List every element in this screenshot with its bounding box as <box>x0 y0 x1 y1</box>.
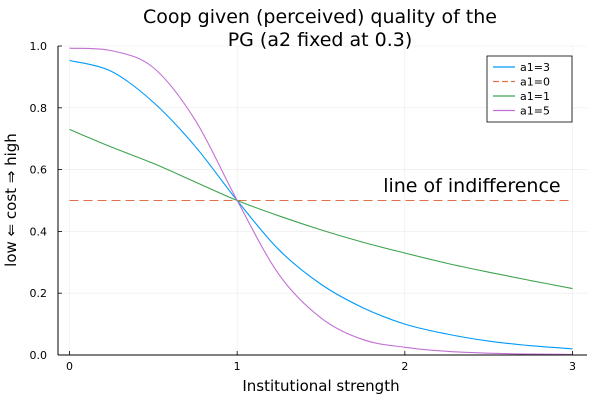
x-tick-label-1: 1 <box>234 360 241 373</box>
series-line-a1-1 <box>69 128 573 290</box>
y-tick-label-3: 0.6 <box>30 164 48 177</box>
series-line-a1-3 <box>69 59 573 350</box>
axes <box>57 45 587 356</box>
x-tick-label-2: 2 <box>401 360 408 373</box>
y-axis-label: low ⇐ cost ⇒ high <box>2 133 20 267</box>
indifference-annotation: line of indifference <box>383 175 560 197</box>
legend: a1=3 a1=0a1=1 a1=5 <box>486 55 573 123</box>
x-axis-label: Institutional strength <box>242 377 399 395</box>
legend-label-3: a1=5 <box>520 105 550 118</box>
legend-label-1: a1=0 <box>520 76 550 89</box>
series-line-a1-5 <box>69 47 573 355</box>
legend-label-0: a1=3 <box>520 61 550 74</box>
y-tick-label-0: 0.0 <box>30 349 48 362</box>
chart-title-line-2: PG (a2 fixed at 0.3) <box>228 29 413 51</box>
tick-labels: 0 1 2 3 0.0 0.2 0.4 0.6 0.8 1.0 <box>30 40 577 373</box>
y-tick-label-2: 0.4 <box>30 225 48 238</box>
y-tick-label-4: 0.8 <box>30 102 48 115</box>
x-tick-label-3: 3 <box>569 360 576 373</box>
y-tick-label-5: 1.0 <box>30 40 48 53</box>
series-lines <box>69 47 573 355</box>
x-tick-label-0: 0 <box>66 360 73 373</box>
y-tick-label-1: 0.2 <box>30 287 48 300</box>
chart-title-line-1: Coop given (perceived) quality of the <box>143 6 497 28</box>
legend-label-2: a1=1 <box>520 90 550 103</box>
